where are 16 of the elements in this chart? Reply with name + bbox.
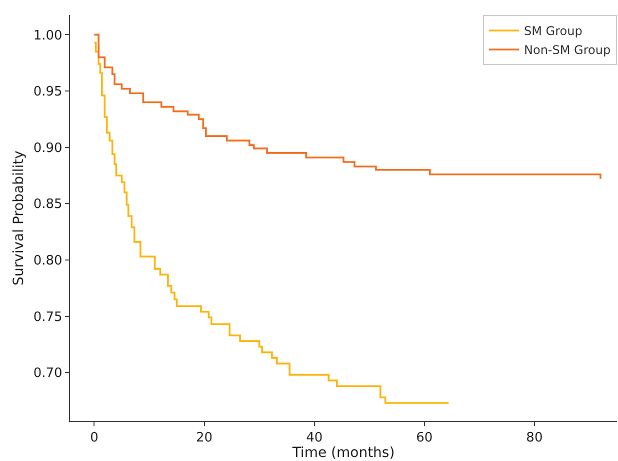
x-tick-label: 60: [416, 430, 433, 446]
y-tick-label: 0.75: [33, 310, 62, 325]
y-tick-label: 0.80: [33, 254, 62, 268]
x-tick-label: 40: [306, 430, 323, 446]
x-axis-title: Time (months): [291, 445, 395, 461]
y-tick-label: 0.70: [33, 366, 62, 382]
x-tick-label: 0: [90, 430, 98, 446]
legend-label: SM Group: [524, 24, 582, 38]
y-tick-label: 0.95: [33, 84, 62, 100]
y-axis-title: Survival Probability: [10, 150, 27, 286]
x-tick-label: 80: [526, 430, 543, 446]
y-tick-label: 1.00: [33, 28, 62, 44]
legend-label: Non-SM Group: [524, 43, 611, 58]
y-tick-label: 0.85: [33, 197, 62, 212]
y-tick-label: 0.90: [33, 140, 62, 156]
x-tick-label: 20: [196, 430, 213, 446]
